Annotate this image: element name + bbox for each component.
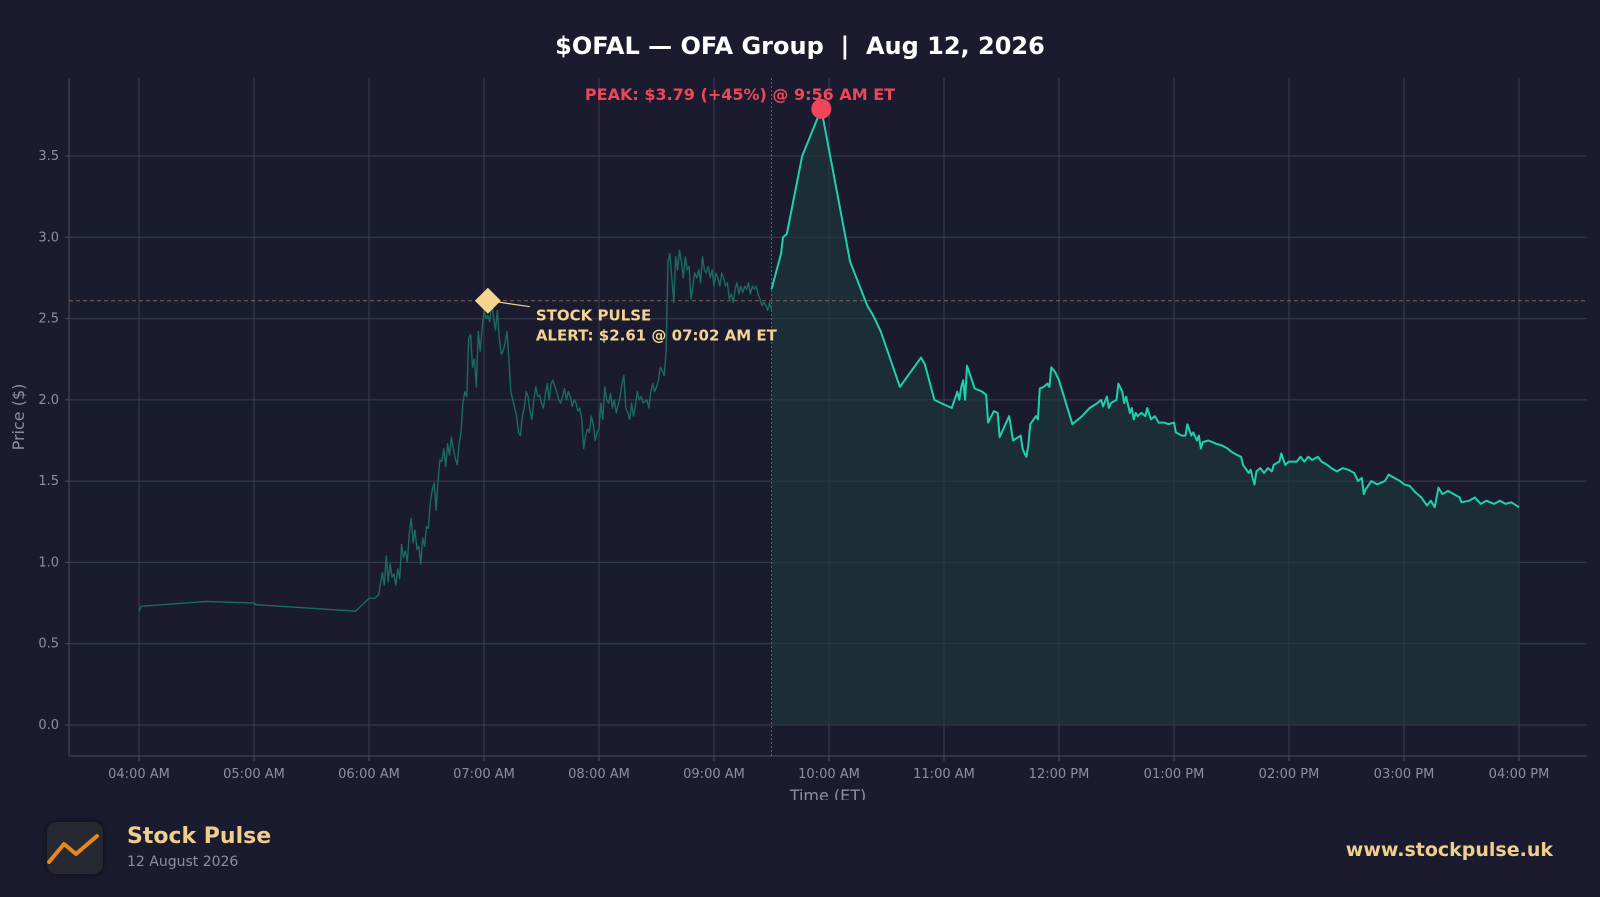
x-tick-label: 06:00 AM [338,767,400,782]
peak-label: PEAK: $3.79 (+45%) @ 9:56 AM ET [585,85,895,104]
y-tick-label: 3.0 [38,230,59,245]
y-tick-label: 3.5 [38,149,59,164]
x-tick-label: 04:00 PM [1489,767,1550,782]
y-tick-label: 0.0 [38,718,59,733]
alert-label-title: STOCK PULSE [536,307,651,325]
website-link[interactable]: www.stockpulse.uk [1345,839,1553,861]
trend-line-icon [47,834,99,864]
x-tick-label: 02:00 PM [1259,767,1320,782]
price-chart: 0.0 0.5 1.0 1.5 2.0 2.5 3.0 3.5 04:00 AM 05:00 A… [9,32,1587,800]
brand-date: 12 August 2026 [127,854,239,870]
x-axis-ticks: 04:00 AM 05:00 AM 06:00 AM 07:00 AM 08:00 AM… [108,767,1549,782]
y-axis-label: Price ($) [9,384,28,451]
alert-leader-line [495,301,530,308]
premarket-price-line [138,249,773,612]
x-tick-label: 05:00 AM [223,767,285,782]
x-tick-label: 04:00 AM [108,767,170,782]
x-tick-label: 11:00 AM [913,767,975,782]
y-tick-label: 2.0 [38,393,59,408]
brand-name: Stock Pulse [127,824,272,849]
peak-marker [811,98,832,119]
x-tick-label: 03:00 PM [1374,767,1435,782]
x-tick-label: 07:00 AM [453,767,515,782]
y-tick-label: 1.0 [38,555,59,570]
chart-title: $OFAL — OFA Group | Aug 12, 2026 [555,32,1045,60]
x-axis-label: Time (ET) [789,786,867,800]
alert-label-detail: ALERT: $2.61 @ 07:02 AM ET [536,327,778,345]
y-axis-ticks: 0.0 0.5 1.0 1.5 2.0 2.5 3.0 3.5 [38,149,59,733]
y-tick-label: 1.5 [38,474,59,489]
x-tick-label: 10:00 AM [798,767,860,782]
x-tick-label: 01:00 PM [1144,767,1205,782]
y-tick-label: 0.5 [38,637,59,652]
regular-session-price-line [770,107,1520,509]
x-tick-label: 09:00 AM [683,767,745,782]
x-tick-label: 08:00 AM [568,767,630,782]
stock-pulse-logo [47,822,103,874]
y-tick-label: 2.5 [38,312,59,327]
x-tick-label: 12:00 PM [1029,767,1090,782]
alert-diamond-marker [474,287,501,314]
